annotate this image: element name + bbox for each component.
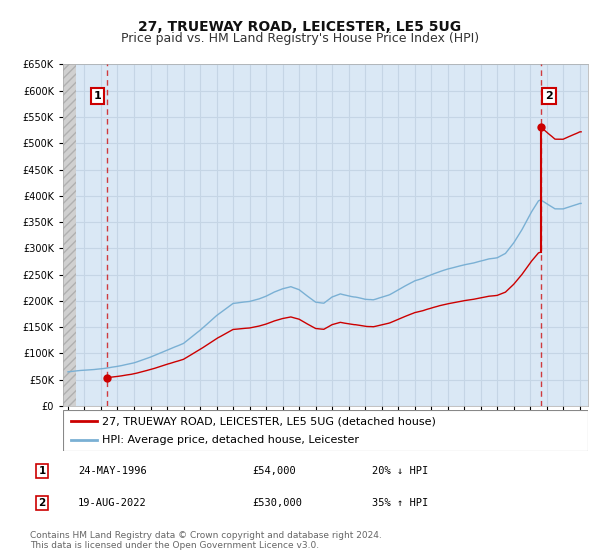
Text: 2: 2 <box>545 91 553 101</box>
Text: 27, TRUEWAY ROAD, LEICESTER, LE5 5UG (detached house): 27, TRUEWAY ROAD, LEICESTER, LE5 5UG (de… <box>103 417 436 426</box>
Text: 24-MAY-1996: 24-MAY-1996 <box>78 466 147 476</box>
Text: 20% ↓ HPI: 20% ↓ HPI <box>372 466 428 476</box>
Text: Contains HM Land Registry data © Crown copyright and database right 2024.
This d: Contains HM Land Registry data © Crown c… <box>30 530 382 550</box>
Text: 1: 1 <box>38 466 46 476</box>
Bar <box>63 64 76 406</box>
Text: 35% ↑ HPI: 35% ↑ HPI <box>372 498 428 508</box>
Text: Price paid vs. HM Land Registry's House Price Index (HPI): Price paid vs. HM Land Registry's House … <box>121 32 479 45</box>
Text: HPI: Average price, detached house, Leicester: HPI: Average price, detached house, Leic… <box>103 435 359 445</box>
Text: £54,000: £54,000 <box>252 466 296 476</box>
Text: £530,000: £530,000 <box>252 498 302 508</box>
Text: 19-AUG-2022: 19-AUG-2022 <box>78 498 147 508</box>
Text: 2: 2 <box>38 498 46 508</box>
Text: 1: 1 <box>94 91 101 101</box>
FancyBboxPatch shape <box>63 410 588 451</box>
Text: 27, TRUEWAY ROAD, LEICESTER, LE5 5UG: 27, TRUEWAY ROAD, LEICESTER, LE5 5UG <box>139 20 461 34</box>
